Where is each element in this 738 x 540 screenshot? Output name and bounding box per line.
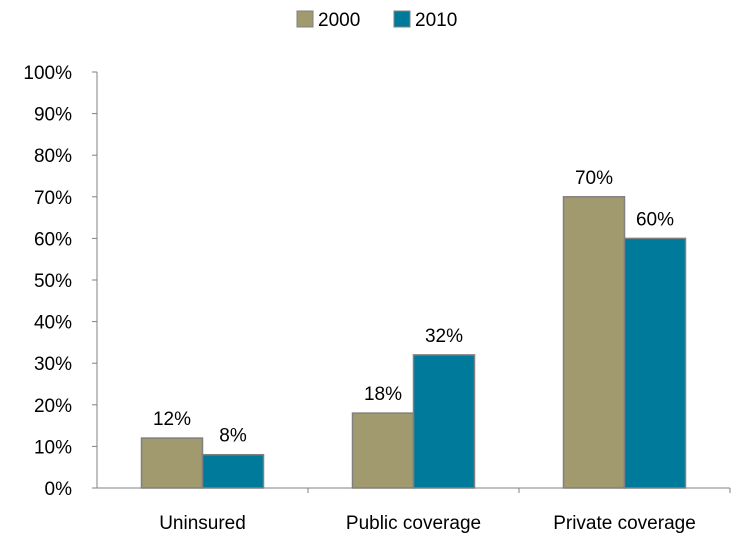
- y-tick-label: 70%: [34, 188, 72, 209]
- y-tick-label: 80%: [34, 146, 72, 167]
- y-tick-label: 90%: [34, 105, 72, 126]
- data-label: 8%: [219, 426, 247, 447]
- bar-2000-0: [140, 437, 204, 489]
- legend-label-2010: 2010: [415, 10, 457, 31]
- legend-swatch-2000: [296, 10, 314, 28]
- bar-2010-2: [623, 237, 687, 489]
- x-category-label: Private coverage: [553, 513, 696, 534]
- data-label: 18%: [364, 384, 402, 405]
- y-tick-label: 30%: [34, 354, 72, 375]
- y-tick-label: 0%: [45, 479, 73, 500]
- x-category-label: Public coverage: [346, 513, 481, 534]
- y-tick-label: 60%: [34, 229, 72, 250]
- bar-2000-1: [351, 412, 415, 489]
- legend: 2000 2010: [296, 10, 457, 31]
- bar-2000-2: [562, 196, 626, 489]
- data-label: 60%: [636, 209, 674, 230]
- legend-swatch-2010: [393, 10, 411, 28]
- data-label: 32%: [425, 326, 463, 347]
- data-label: 70%: [575, 168, 613, 189]
- x-axis-labels: Uninsured Public coverage Private coverage: [159, 488, 731, 534]
- bar-2010-0: [201, 453, 265, 489]
- y-axis-ticks: 0% 10% 20% 30% 40% 50% 60% 70% 80% 90% 100%: [23, 63, 97, 500]
- y-tick-label: 100%: [23, 63, 72, 84]
- y-tick-label: 50%: [34, 271, 72, 292]
- bars: [140, 196, 687, 489]
- y-tick-label: 40%: [34, 313, 72, 334]
- y-tick-label: 20%: [34, 396, 72, 417]
- data-labels: 12% 8% 18% 32% 70% 60%: [153, 168, 674, 447]
- data-label: 12%: [153, 409, 191, 430]
- legend-label-2000: 2000: [318, 10, 360, 31]
- y-tick-label: 10%: [34, 437, 72, 458]
- x-category-label: Uninsured: [159, 513, 246, 534]
- bar-2010-1: [412, 354, 476, 489]
